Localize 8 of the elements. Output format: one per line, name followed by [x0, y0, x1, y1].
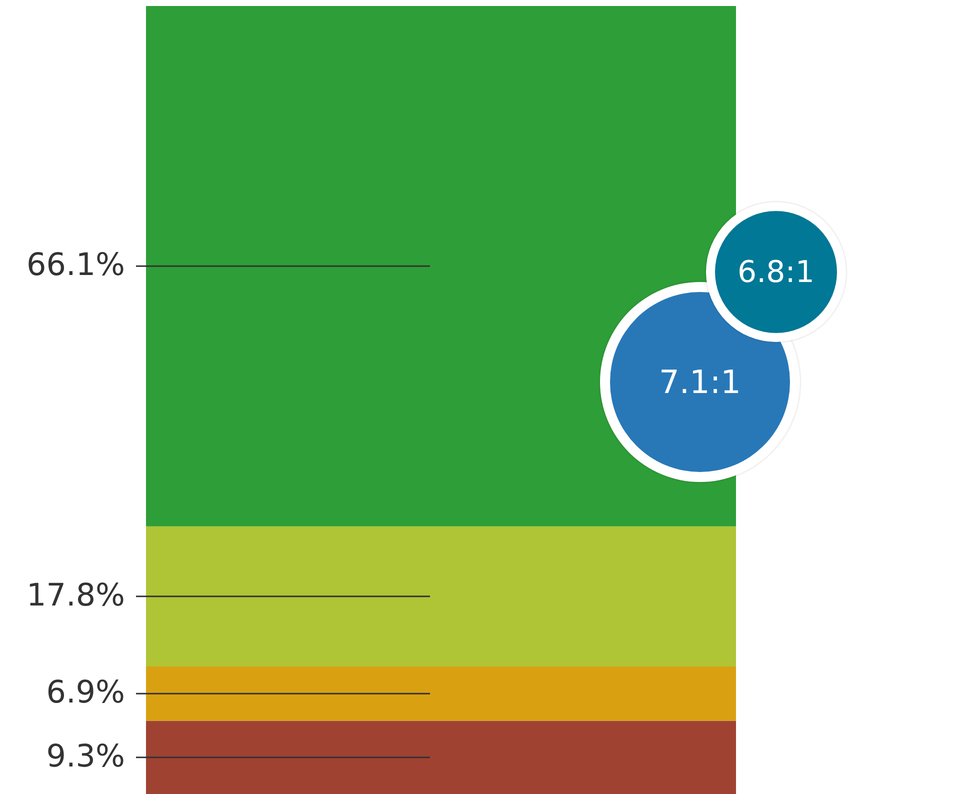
annotation: 7.1:1 [610, 292, 790, 472]
data-label: 9.3% [46, 738, 125, 774]
bar [146, 666, 736, 721]
bar [146, 526, 736, 666]
data-label: 66.1% [26, 247, 125, 284]
data-label: 6.9% [46, 674, 125, 711]
data-label: 17.8% [26, 577, 125, 614]
bar [146, 720, 736, 794]
